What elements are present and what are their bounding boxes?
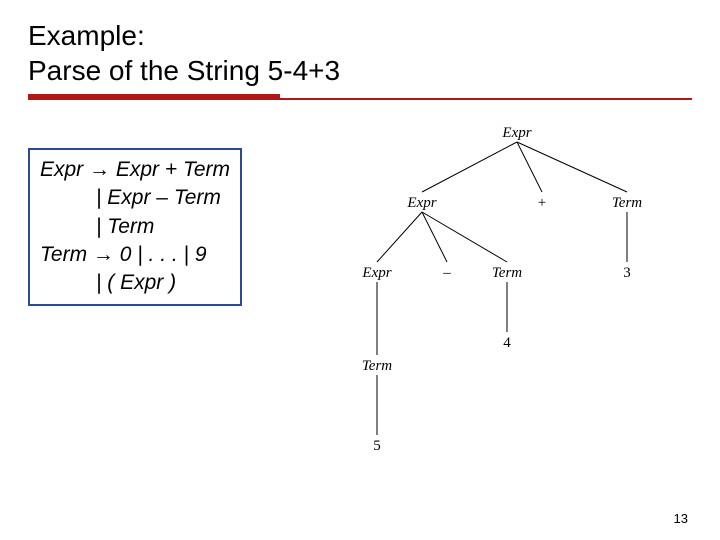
grammar-line-1: Expr → Expr + Term	[40, 156, 230, 184]
tree-node: –	[442, 265, 451, 281]
grammar-box: Expr → Expr + Term | Expr – Term | Term …	[28, 148, 242, 306]
grammar-line-4: Term → 0 | . . . | 9	[40, 241, 230, 269]
parse-tree: Expr Expr + Term Expr – Term 3 Term 4 5	[352, 120, 682, 490]
tree-edge	[517, 142, 627, 192]
tree-node: +	[538, 195, 546, 211]
tree-edge	[377, 212, 422, 262]
grammar-line-3: | Term	[40, 213, 230, 241]
tree-node: Expr	[361, 265, 391, 281]
slide: Example: Parse of the String 5-4+3 Expr …	[0, 0, 720, 540]
slide-title: Example: Parse of the String 5-4+3	[28, 18, 692, 88]
tree-node: Expr	[501, 125, 531, 141]
grammar-line-2: | Expr – Term	[40, 184, 230, 212]
grammar-line-5: | ( Expr )	[40, 269, 230, 297]
tree-node: Term	[612, 195, 642, 211]
tree-edge	[517, 142, 542, 192]
page-number: 13	[674, 511, 688, 526]
title-line-1: Example:	[28, 20, 145, 51]
title-line-2: Parse of the String 5-4+3	[28, 55, 340, 86]
tree-node: Term	[492, 265, 522, 281]
tree-node: Expr	[406, 195, 436, 211]
tree-node: 5	[373, 438, 381, 454]
tree-node: Term	[362, 358, 392, 374]
tree-node: 4	[503, 335, 511, 351]
content-area: Expr → Expr + Term | Expr – Term | Term …	[28, 130, 692, 510]
title-rule-thin	[28, 98, 692, 100]
tree-edge	[422, 142, 517, 192]
tree-node: 3	[623, 265, 631, 281]
